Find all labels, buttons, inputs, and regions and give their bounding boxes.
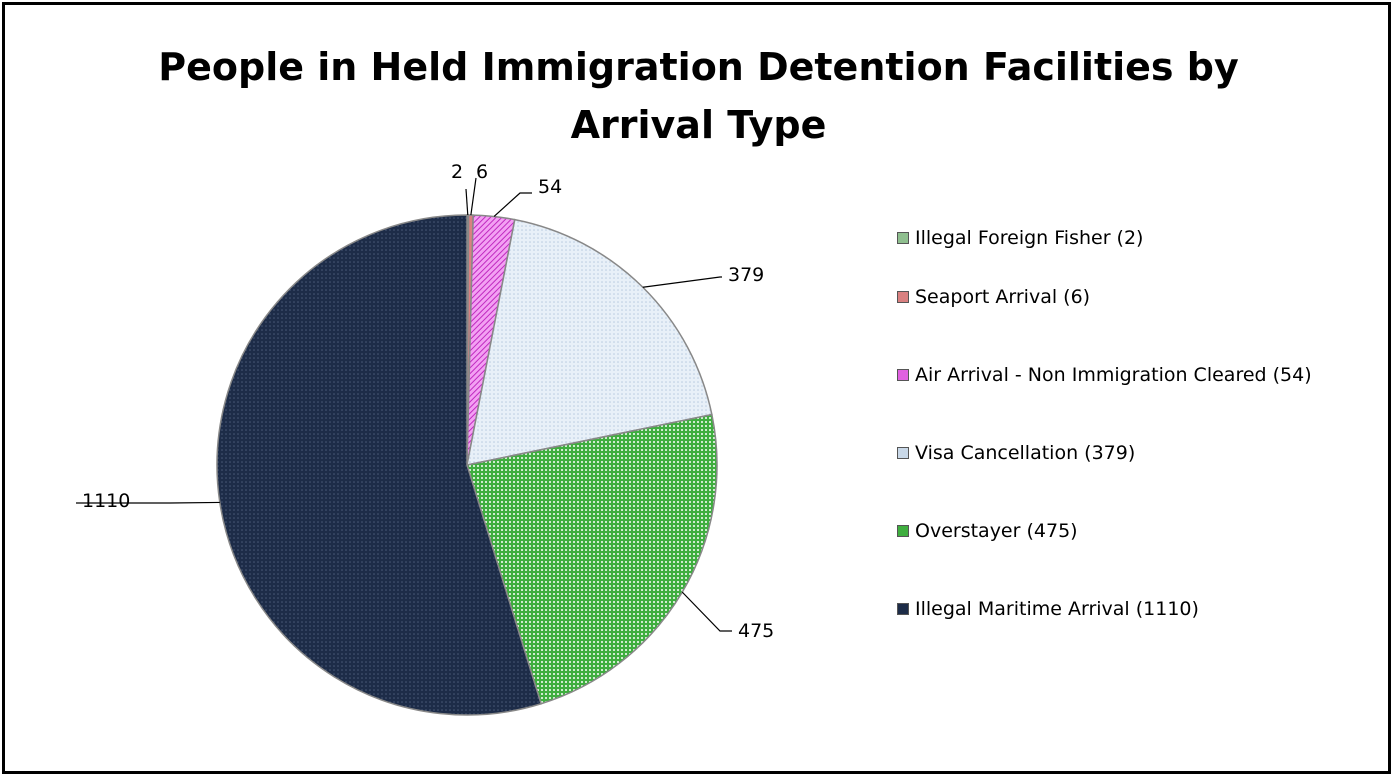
legend-swatch [897,232,909,244]
data-label: 379 [728,264,764,286]
leader-line [642,276,722,288]
legend-label: Overstayer (475) [915,520,1078,542]
legend-label: Visa Cancellation (379) [915,442,1136,464]
legend: Illegal Foreign Fisher (2) Seaport Arriv… [897,218,1387,648]
chart-title-line-2: Arrival Type [570,103,827,147]
leader-line [493,192,532,217]
data-label: 6 [476,161,488,183]
legend-item: Overstayer (475) [897,492,1387,570]
legend-label: Seaport Arrival (6) [915,286,1091,308]
legend-item: Visa Cancellation (379) [897,414,1387,492]
pie-slice [466,218,713,466]
legend-swatch [897,369,909,381]
leader-line [470,177,477,216]
data-label: 1110 [82,490,130,512]
legend-label: Air Arrival - Non Immigration Cleared (5… [915,364,1312,386]
legend-swatch [897,447,909,459]
leader-line [681,591,732,632]
data-label: 54 [538,176,562,198]
legend-swatch [897,291,909,303]
legend-swatch [897,603,909,615]
legend-label: Illegal Maritime Arrival (1110) [915,598,1199,620]
legend-swatch [897,525,909,537]
legend-item: Air Arrival - Non Immigration Cleared (5… [897,336,1387,414]
legend-item: Illegal Maritime Arrival (1110) [897,570,1387,648]
data-label: 2 [451,161,463,183]
legend-item: Illegal Foreign Fisher (2) [897,218,1387,258]
pie-slice [466,413,718,705]
leader-line [76,501,220,504]
data-label: 475 [738,620,774,642]
chart-title-line-1: People in Held Immigration Detention Fac… [158,45,1239,89]
legend-item: Seaport Arrival (6) [897,258,1387,336]
leader-line [465,188,469,216]
legend-label: Illegal Foreign Fisher (2) [915,227,1144,249]
